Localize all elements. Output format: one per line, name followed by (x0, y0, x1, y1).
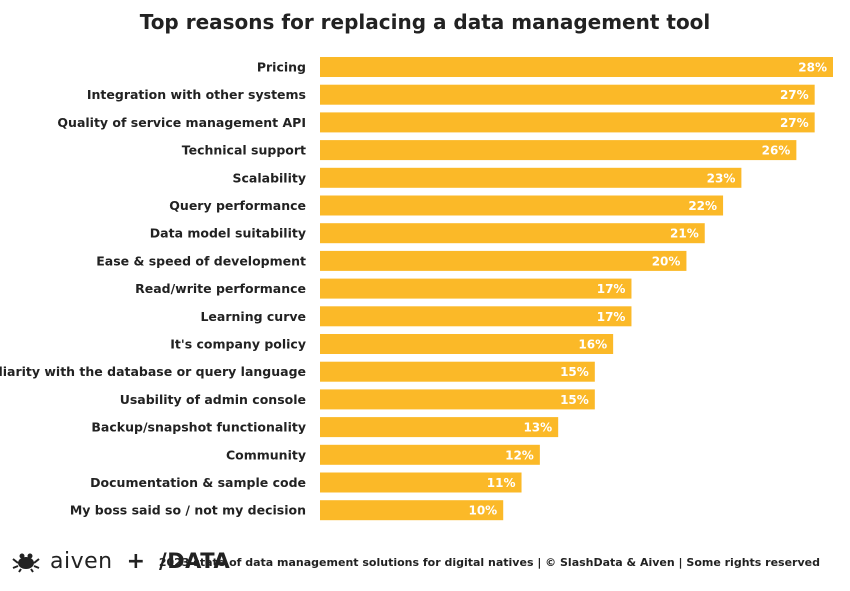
bar (320, 112, 815, 133)
logo-plus: + (126, 548, 146, 574)
bar (320, 278, 632, 299)
bar (320, 417, 559, 438)
category-label: It's company policy (170, 337, 306, 352)
value-label: 17% (597, 310, 626, 324)
bar (320, 250, 687, 271)
category-label: Query performance (169, 198, 306, 213)
value-label: 16% (578, 338, 607, 352)
bar (320, 57, 833, 77)
bar (320, 223, 705, 244)
footer: aiven + /DATA 2023 state of data managem… (0, 540, 850, 584)
value-label: 13% (523, 421, 552, 435)
value-label: 26% (762, 144, 791, 158)
bar (320, 84, 815, 105)
value-label: 15% (560, 365, 589, 379)
value-label: 28% (798, 61, 827, 75)
bar (320, 195, 724, 216)
category-label: Learning curve (200, 309, 306, 324)
bar (320, 500, 504, 521)
category-label: Read/write performance (135, 281, 306, 296)
value-label: 20% (652, 254, 681, 268)
aiven-crab-icon (12, 553, 40, 573)
value-label: 23% (707, 171, 736, 185)
category-label: Integration with other systems (87, 87, 306, 102)
value-label: 15% (560, 393, 589, 407)
bar (320, 306, 632, 327)
category-label: Usability of admin console (120, 392, 306, 407)
category-label: Scalability (233, 170, 307, 185)
value-label: 12% (505, 448, 534, 462)
category-label: Familiarity with the database or query l… (0, 364, 306, 379)
value-label: 27% (780, 88, 809, 102)
aiven-logo-text: aiven (50, 548, 113, 574)
bar (320, 167, 742, 188)
category-label: Quality of service management API (57, 115, 306, 130)
category-label: Documentation & sample code (90, 475, 306, 490)
logos: aiven + /DATA (12, 546, 230, 576)
bar (320, 389, 595, 410)
category-label: Community (226, 447, 306, 462)
value-label: 17% (597, 282, 626, 296)
bar (320, 334, 614, 354)
value-label: 10% (468, 504, 497, 518)
credit-text: 2023 state of data management solutions … (158, 556, 820, 569)
bar (320, 361, 595, 382)
bar-chart: Pricing 28% Integration with other systems… (0, 57, 833, 521)
category-label: Pricing (257, 60, 306, 75)
slashdata-logo-text: /DATA (159, 549, 231, 573)
value-label: 21% (670, 227, 699, 241)
category-label: Technical support (182, 143, 306, 158)
value-label: 22% (688, 199, 717, 213)
category-label: Backup/snapshot functionality (91, 420, 306, 435)
value-label: 11% (487, 476, 516, 490)
bar (320, 140, 797, 161)
chart-title: Top reasons for replacing a data managem… (139, 10, 711, 34)
bar (320, 472, 522, 493)
value-label: 27% (780, 116, 809, 130)
category-label: Ease & speed of development (96, 253, 306, 268)
category-label: My boss said so / not my decision (70, 503, 306, 518)
bar (320, 444, 540, 465)
category-label: Data model suitability (150, 226, 306, 241)
